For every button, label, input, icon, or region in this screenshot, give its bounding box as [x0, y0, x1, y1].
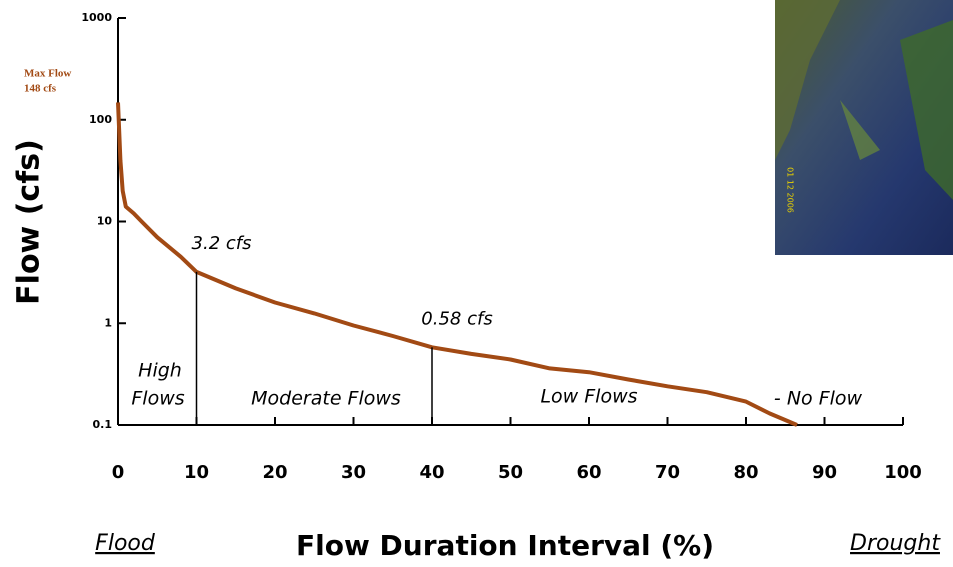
y-tick-label: 1000 — [81, 11, 112, 24]
y-tick-label: 0.1 — [93, 418, 113, 431]
photo: 01 12 2006 — [775, 0, 953, 255]
y-axis-label: Flow (cfs) — [12, 139, 47, 305]
region-label: Flows — [131, 388, 184, 410]
drought-label: Drought — [850, 531, 941, 556]
x-tick-label: 70 — [655, 462, 680, 483]
x-tick-label: 20 — [262, 462, 287, 483]
x-axis-label: Flow Duration Interval (%) — [296, 529, 714, 562]
photo-date: 01 12 2006 — [786, 167, 795, 213]
region-label: Low Flows — [540, 386, 637, 408]
x-tick-label: 10 — [184, 462, 209, 483]
x-tick-label: 80 — [733, 462, 758, 483]
max-flow-title: Max Flow — [24, 68, 71, 80]
marker-label: 3.2 cfs — [192, 233, 252, 254]
x-tick-label: 60 — [576, 462, 601, 483]
max-flow-label: 148 cfs — [24, 83, 57, 95]
marker-label: 0.58 cfs — [421, 308, 492, 329]
region-label: Moderate Flows — [251, 388, 401, 410]
flood-label: Flood — [95, 531, 156, 556]
y-tick-label: 1 — [104, 316, 112, 329]
y-tick-label: 100 — [89, 113, 112, 126]
x-tick-label: 0 — [112, 462, 125, 483]
x-tick-label: 100 — [884, 462, 922, 483]
x-tick-label: 30 — [341, 462, 366, 483]
flow-curve — [116, 102, 798, 427]
y-tick-label: 10 — [97, 215, 113, 228]
region-label: High — [138, 360, 182, 382]
region-label: - No Flow — [774, 388, 863, 410]
x-tick-label: 90 — [812, 462, 837, 483]
x-tick-label: 50 — [498, 462, 523, 483]
x-tick-label: 40 — [419, 462, 444, 483]
